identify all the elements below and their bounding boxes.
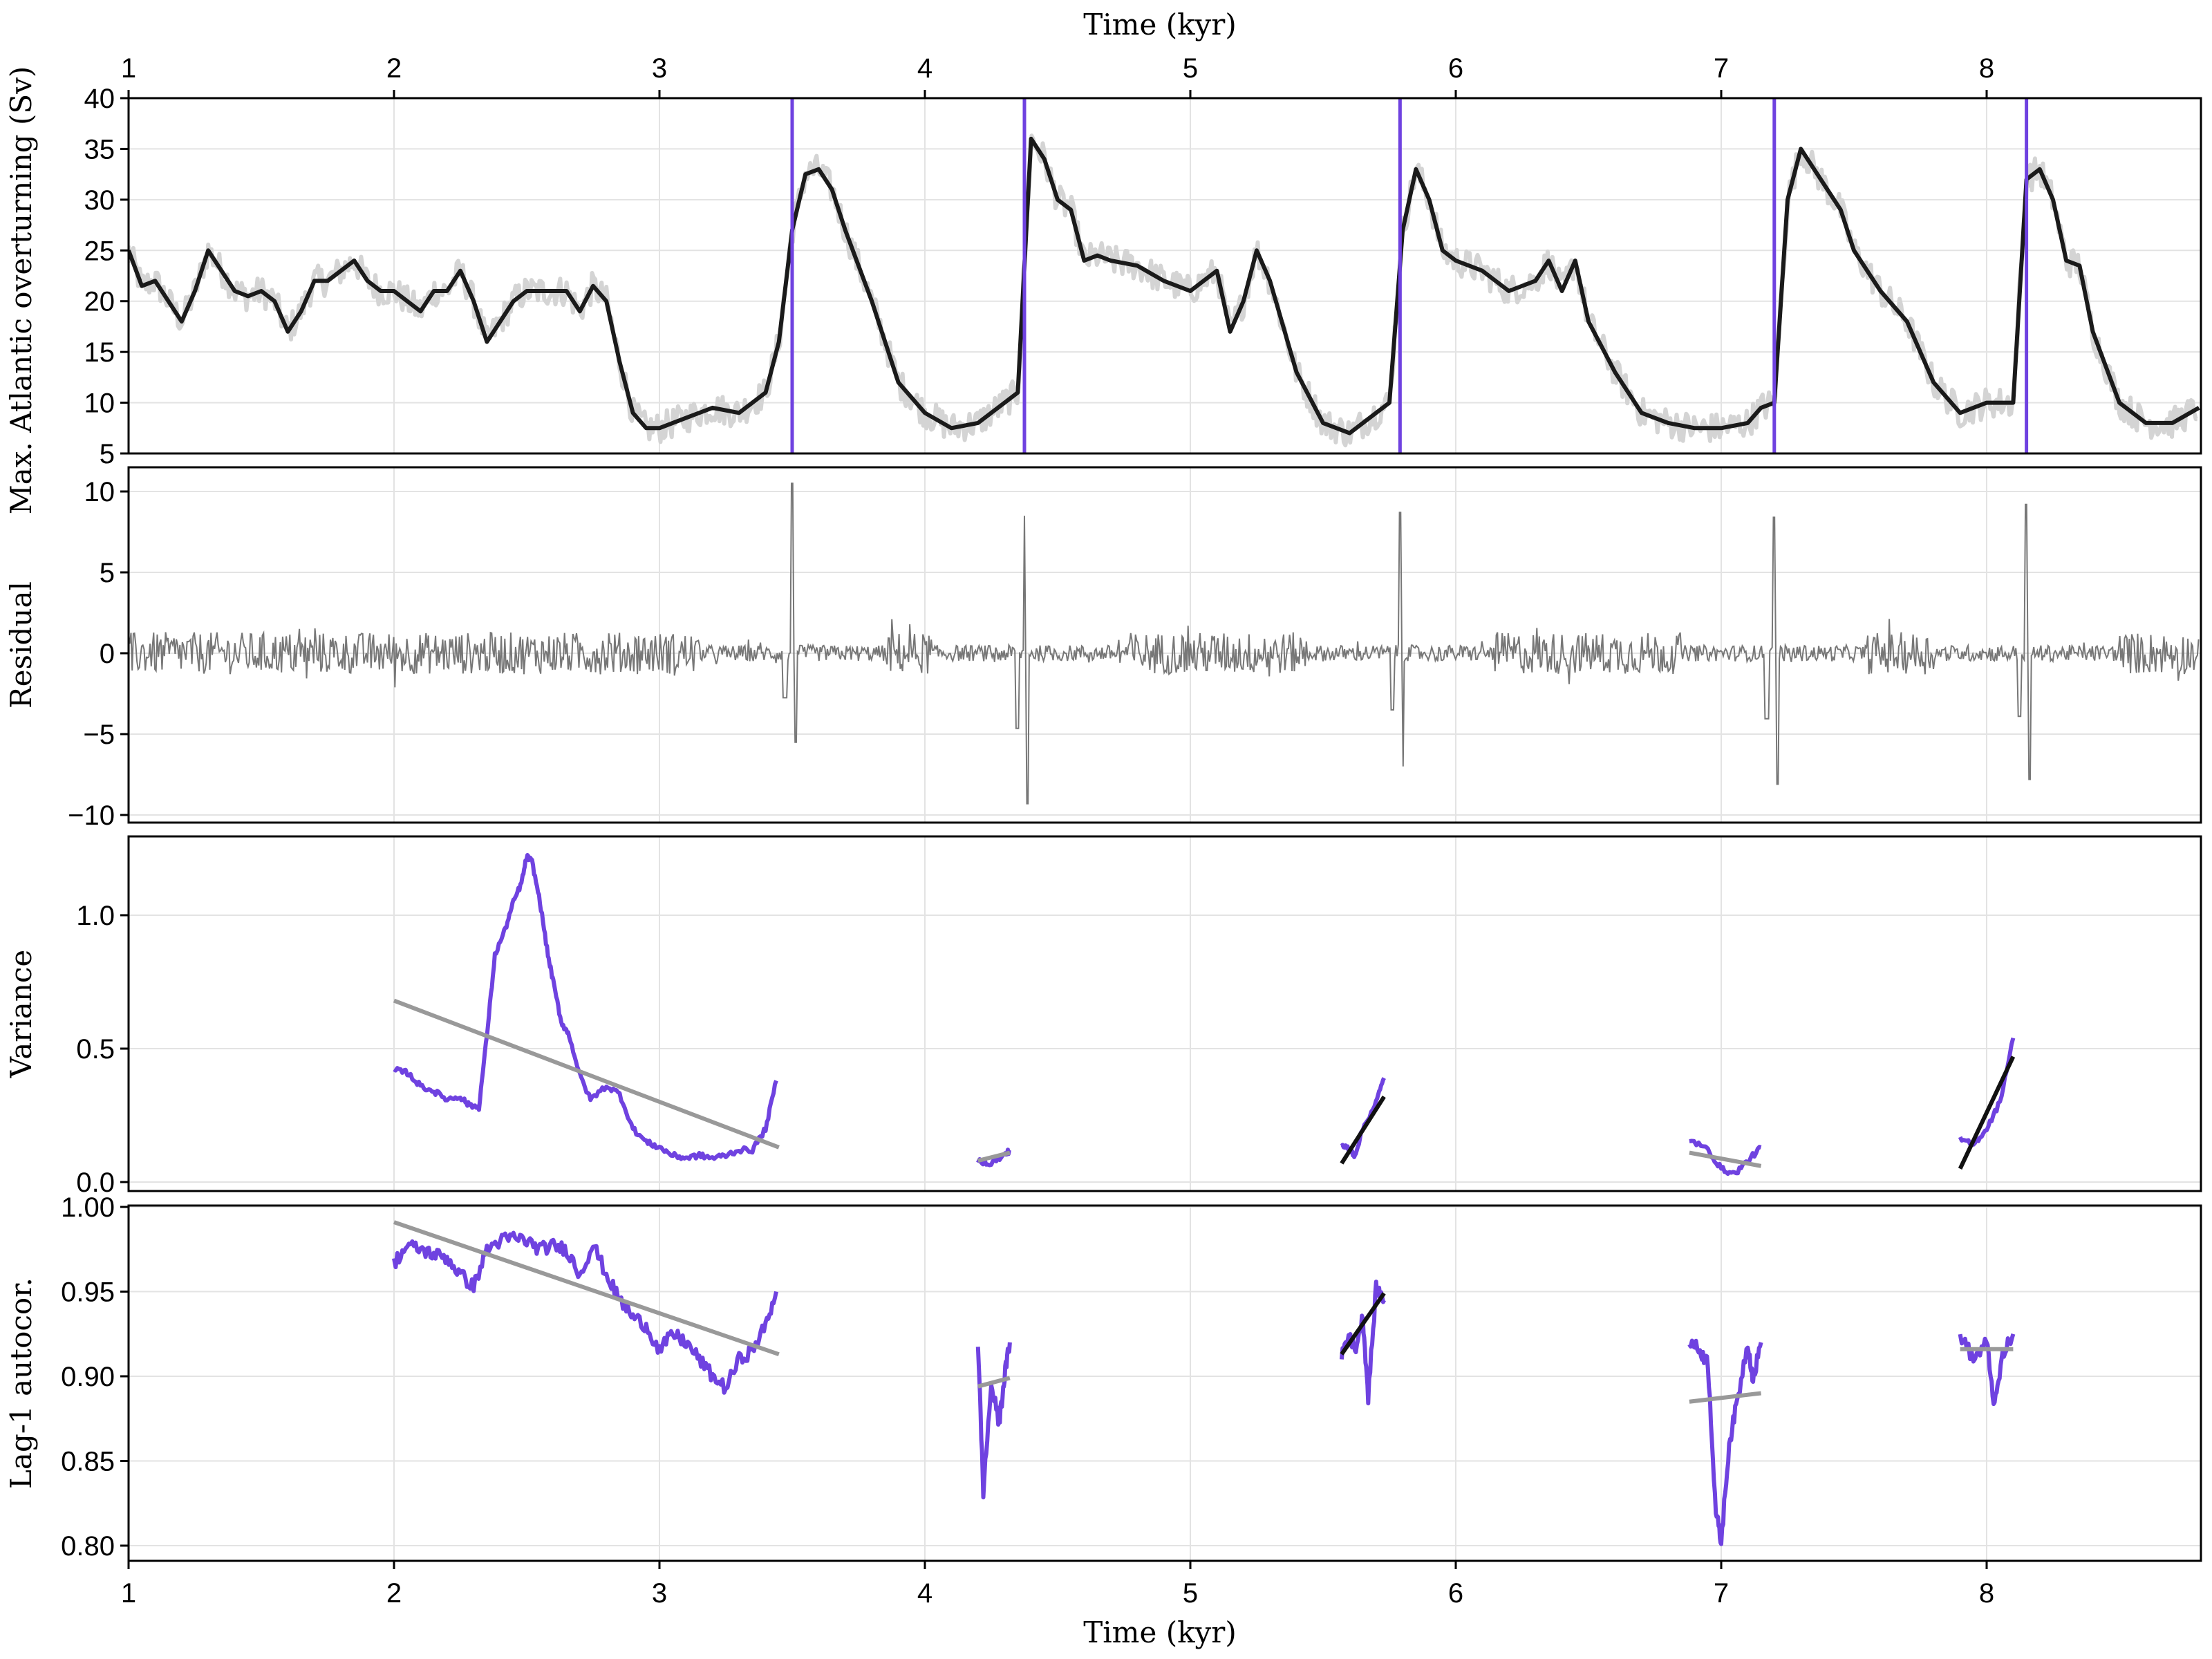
panel-variance: 0.0 0.5 1.0 Variance xyxy=(4,835,2202,1198)
x-tick-label: 4 xyxy=(917,53,932,84)
y-tick-label: 0.85 xyxy=(61,1447,115,1477)
trend-line xyxy=(1340,1095,1386,1165)
plot-area xyxy=(393,853,2016,1177)
trend-line xyxy=(977,1376,1011,1389)
y-tick-label: 5 xyxy=(100,439,115,469)
x-tick-label: 2 xyxy=(386,53,402,84)
y-axis-ticks: 0.80 0.85 0.90 0.95 1.00 xyxy=(61,1192,129,1562)
x-tick-label: 7 xyxy=(1714,1578,1729,1609)
panel-amoc: 5 10 15 20 25 30 35 40 Max. Atlantic overturning… xyxy=(4,66,2202,515)
y-tick-label: −5 xyxy=(83,720,115,750)
y-axis-ticks: 5 10 15 20 25 30 35 40 xyxy=(84,84,129,469)
gridlines xyxy=(128,1206,2201,1561)
indicator-line xyxy=(1687,1338,1763,1546)
trend-line xyxy=(1689,1391,1761,1404)
x-tick-label: 5 xyxy=(1183,53,1198,84)
panel-residual: −10 −5 0 5 10 Residual xyxy=(4,466,2202,831)
x-tick-label: 1 xyxy=(121,1578,136,1609)
indicator-line xyxy=(975,1342,1012,1500)
y-tick-label: 0.5 xyxy=(76,1034,115,1065)
x-tick-label: 8 xyxy=(1979,1578,1994,1609)
x-tick-label: 3 xyxy=(652,1578,667,1609)
trend-line xyxy=(1689,1150,1762,1168)
y-axis-ticks: −10 −5 0 5 10 xyxy=(68,477,129,831)
y-tick-label: 0 xyxy=(100,639,115,669)
panel-lag1-autocor: 0.80 0.85 0.90 0.95 1.00 Lag-1 autocor. xyxy=(4,1192,2202,1562)
y-tick-label: −10 xyxy=(68,800,115,831)
y-tick-label: 35 xyxy=(84,134,115,165)
y-axis-title: Max. Atlantic overturning (Sv) xyxy=(4,66,38,515)
indicator-line xyxy=(1958,1333,2016,1407)
x-tick-label: 7 xyxy=(1714,53,1729,84)
indicator-line xyxy=(393,853,778,1161)
x-tick-label: 6 xyxy=(1448,1578,1463,1609)
y-tick-label: 10 xyxy=(84,388,115,419)
smoothed-amoc-line xyxy=(129,136,2200,435)
y-axis-ticks: 0.0 0.5 1.0 xyxy=(76,901,129,1198)
y-tick-label: 30 xyxy=(84,185,115,216)
y-tick-label: 1.00 xyxy=(61,1192,115,1223)
trend-line xyxy=(1340,1292,1386,1356)
y-axis-title: Residual xyxy=(4,581,38,709)
indicator-line xyxy=(1689,1138,1762,1177)
plot-area xyxy=(129,482,2200,805)
panel-frame xyxy=(127,1204,2202,1562)
plot-area xyxy=(392,1220,2016,1546)
panel-frame xyxy=(127,466,2202,824)
panel-frame xyxy=(127,835,2202,1192)
x-tick-label: 2 xyxy=(386,1578,402,1609)
y-tick-label: 0.80 xyxy=(61,1531,115,1562)
x-tick-label: 6 xyxy=(1448,53,1463,84)
trend-line xyxy=(1958,1056,2016,1170)
plot-area xyxy=(129,98,2200,453)
trend-line xyxy=(977,1150,1011,1163)
x-tick-label: 3 xyxy=(652,53,667,84)
y-tick-label: 20 xyxy=(84,287,115,317)
bottom-x-axis-title: Time (kyr) xyxy=(1083,1615,1237,1649)
y-axis-title: Lag-1 autocor. xyxy=(4,1277,38,1489)
x-tick-label: 8 xyxy=(1979,53,1994,84)
indicator-line xyxy=(1958,1037,2016,1147)
y-tick-label: 0.90 xyxy=(61,1362,115,1392)
y-tick-label: 15 xyxy=(84,337,115,368)
y-tick-label: 25 xyxy=(84,236,115,266)
trend-line xyxy=(393,1220,780,1356)
residual-line xyxy=(129,482,2200,805)
x-tick-label: 4 xyxy=(917,1578,932,1609)
y-axis-title: Variance xyxy=(4,950,38,1079)
bottom-x-axis-ticks: 1 2 3 4 5 6 7 8 xyxy=(121,1561,1994,1609)
y-tick-label: 40 xyxy=(84,84,115,114)
x-tick-label: 5 xyxy=(1183,1578,1198,1609)
y-tick-label: 5 xyxy=(100,558,115,588)
indicator-line xyxy=(1339,1280,1386,1406)
trend-line xyxy=(393,998,780,1150)
indicator-line xyxy=(392,1230,778,1395)
x-tick-label: 1 xyxy=(121,53,136,84)
y-tick-label: 0.0 xyxy=(76,1168,115,1198)
indicator-line xyxy=(1340,1077,1386,1159)
y-tick-label: 0.95 xyxy=(61,1277,115,1308)
panel-frame xyxy=(127,97,2202,455)
y-tick-label: 1.0 xyxy=(76,901,115,931)
top-x-axis-ticks: 1 2 3 4 5 6 7 8 xyxy=(121,53,1994,98)
y-tick-label: 10 xyxy=(84,477,115,507)
top-x-axis-title: Time (kyr) xyxy=(1083,8,1237,41)
gridlines xyxy=(128,836,2201,1191)
